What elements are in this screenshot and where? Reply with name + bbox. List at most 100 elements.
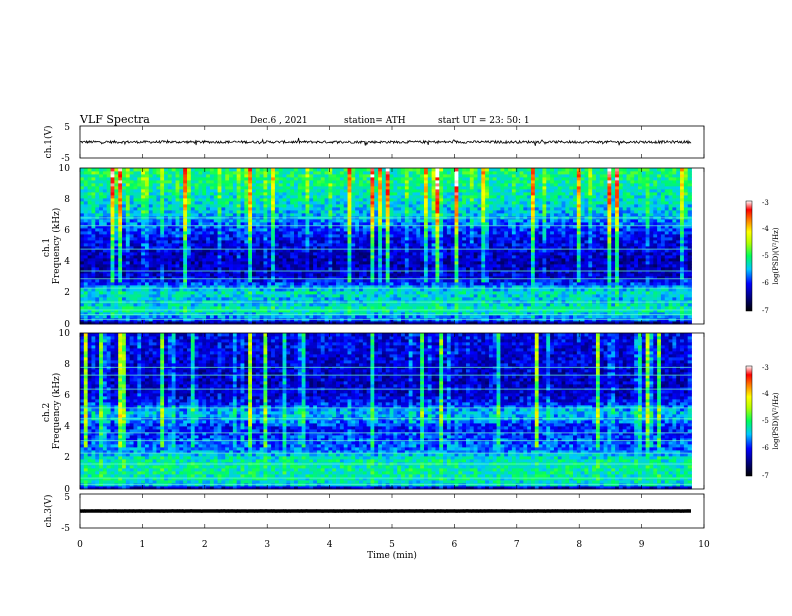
ch1-psd-cell xyxy=(225,303,230,307)
ch1-psd-cell xyxy=(401,261,406,265)
ch1-psd-cell xyxy=(301,270,306,274)
ch1-psd-cell xyxy=(343,186,348,190)
ch1-psd-cell xyxy=(221,297,226,301)
ch1-psd-cell xyxy=(80,198,85,202)
ch1-psd-cell xyxy=(167,240,173,244)
ch1-psd-cell xyxy=(221,261,226,265)
ch1-psd-cell xyxy=(271,177,276,181)
ch1-psd-cell xyxy=(187,321,192,325)
ch1-psd-cell xyxy=(225,186,230,190)
ch1-psd-cell xyxy=(202,201,207,205)
ch1-psd-cell xyxy=(286,249,291,253)
ch1-psd-cell xyxy=(439,207,444,211)
ch1-psd-cell xyxy=(160,261,165,265)
ch1-psd-cell xyxy=(294,312,299,316)
ch1-spectrogram-cells xyxy=(80,168,692,325)
ch1-psd-cell xyxy=(171,309,176,313)
ch1-psd-cell xyxy=(267,180,272,184)
ch1-psd-cell xyxy=(309,255,314,259)
ch1-psd-cell xyxy=(339,192,345,196)
ch1-psd-cell xyxy=(187,297,192,301)
ch1-psd-cell xyxy=(286,312,291,316)
ch1-psd-cell xyxy=(385,261,390,265)
ch1-psd-cell xyxy=(133,261,138,265)
ch1-psd-cell xyxy=(160,207,165,211)
ch1-psd-cell xyxy=(110,312,115,316)
ch1-psd-cell xyxy=(232,291,238,295)
ch1-psd-cell xyxy=(366,168,371,172)
ch1-psd-cell xyxy=(362,225,368,229)
ch1-psd-cell xyxy=(122,270,127,274)
ch1-psd-cell xyxy=(198,234,203,238)
ch1-psd-cell xyxy=(408,297,413,301)
ch1-psd-cell xyxy=(427,309,433,313)
ch1-psd-cell xyxy=(282,273,287,277)
ch1-psd-cell xyxy=(183,285,188,289)
ch1-psd-cell xyxy=(255,261,261,265)
ch1-psd-cell xyxy=(439,219,444,223)
ch1-psd-cell xyxy=(443,279,448,283)
ch1-psd-cell xyxy=(152,291,157,295)
ch1-psd-cell xyxy=(309,297,314,301)
ch1-psd-cell xyxy=(381,231,387,235)
ch1-psd-cell xyxy=(336,261,341,265)
ch1-psd-cell xyxy=(141,312,146,316)
ch1-psd-cell xyxy=(385,306,390,310)
ch1-psd-cell xyxy=(404,213,410,217)
ch1-psd-cell xyxy=(259,237,264,241)
ch1-psd-cell xyxy=(374,288,379,292)
ch1-psd-cell xyxy=(401,213,406,217)
ch1-psd-cell xyxy=(114,267,119,271)
ch1-psd-cell xyxy=(271,240,276,244)
ch1-psd-cell xyxy=(397,183,402,187)
ch1-psd-cell xyxy=(80,303,85,307)
ch1-psd-cell xyxy=(190,207,196,211)
ch1-psd-cell xyxy=(362,201,368,205)
ch1-psd-cell xyxy=(427,186,433,190)
ch1-psd-cell xyxy=(294,186,299,190)
ch1-psd-cell xyxy=(267,249,272,253)
ch1-psd-cell xyxy=(251,240,257,244)
ch1-psd-cell xyxy=(435,285,440,289)
ch1-psd-cell xyxy=(435,171,440,175)
ch1-psd-cell xyxy=(420,252,425,256)
ch1-psd-cell xyxy=(236,237,241,241)
ch1-psd-cell xyxy=(202,195,207,199)
ch1-psd-cell xyxy=(439,261,444,265)
ch1-psd-cell xyxy=(194,183,199,187)
ch1-psd-cell xyxy=(316,288,322,292)
ch1-psd-cell xyxy=(122,180,127,184)
ch1-spectrogram-panel: 0 2 4 6 8 10 ch.1 Frequency (kHz) -3 -4 … xyxy=(42,164,780,330)
ch1-psd-cell xyxy=(259,192,264,196)
ch1-psd-cell xyxy=(160,198,165,202)
ch1-psd-cell xyxy=(374,174,379,178)
ch1-psd-cell xyxy=(431,207,436,211)
ch1-psd-cell xyxy=(378,270,383,274)
ch1-psd-cell xyxy=(206,273,211,277)
ch1-psd-cell xyxy=(129,306,134,310)
ch1-psd-cell xyxy=(412,168,417,172)
ch1-psd-cell xyxy=(362,246,368,250)
ch1-psd-cell xyxy=(278,303,283,307)
ch1-psd-cell xyxy=(83,261,89,265)
ch1-psd-cell xyxy=(439,237,444,241)
ch1-psd-cell xyxy=(305,267,310,271)
ch1-psd-cell xyxy=(175,306,180,310)
ch1-psd-cell xyxy=(160,321,165,325)
ch1-psd-cell xyxy=(359,255,364,259)
ch1-psd-cell xyxy=(114,228,119,232)
ch1-psd-cell xyxy=(125,273,131,277)
ch1-psd-cell xyxy=(190,210,196,214)
ch1-psd-cell xyxy=(160,303,165,307)
ch1-psd-cell xyxy=(263,279,268,283)
ch1-psd-cell xyxy=(305,273,310,277)
ch1-psd-cell xyxy=(439,267,444,271)
ch1-psd-cell xyxy=(217,246,222,250)
ch1-psd-cell xyxy=(301,255,306,259)
ch1-psd-cell xyxy=(381,219,387,223)
ch1-psd-cell xyxy=(209,288,215,292)
ch1-psd-cell xyxy=(144,276,150,280)
ch1-psd-cell xyxy=(80,297,85,301)
ch1-psd-cell xyxy=(95,279,100,283)
ch1-psd-cell xyxy=(202,207,207,211)
